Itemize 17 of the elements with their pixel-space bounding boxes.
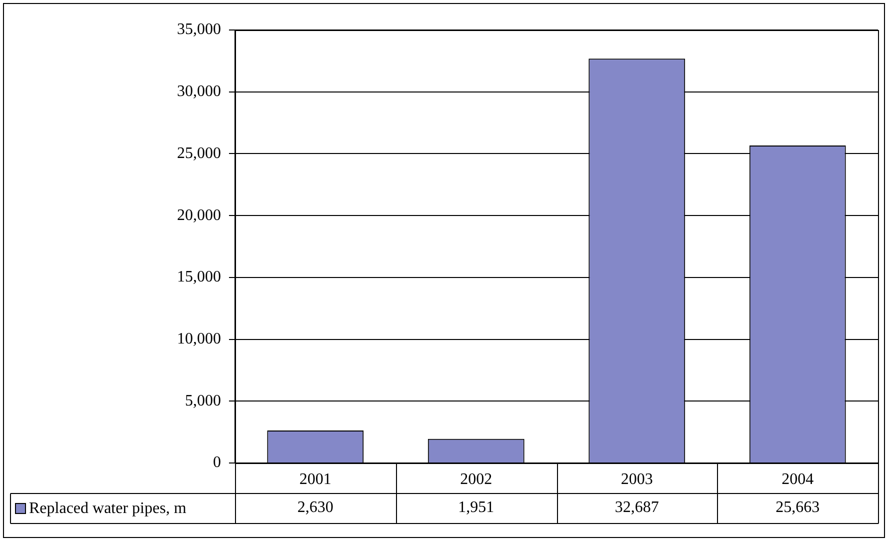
x-tick-label: 2001 [299, 470, 332, 488]
y-tick-label: 20,000 [177, 206, 221, 224]
x-tick-label: 2004 [782, 470, 814, 488]
x-tick-label: 2002 [460, 470, 492, 488]
y-tick-label: 15,000 [177, 268, 221, 286]
legend-label: Replaced water pipes, m [29, 500, 187, 518]
x-tick-label: 2003 [620, 470, 653, 488]
y-tick-label: 0 [213, 454, 221, 472]
y-tick-label: 10,000 [177, 330, 221, 348]
y-tick-label: 35,000 [177, 21, 221, 38]
y-tick-label: 5,000 [185, 392, 221, 410]
data-label: 2,630 [297, 499, 334, 516]
data-label: 25,663 [776, 499, 820, 516]
y-tick-label: 25,000 [177, 144, 221, 162]
data-label: 32,687 [614, 499, 659, 516]
data-label: 1,951 [458, 499, 494, 516]
y-tick-label: 30,000 [177, 83, 221, 100]
